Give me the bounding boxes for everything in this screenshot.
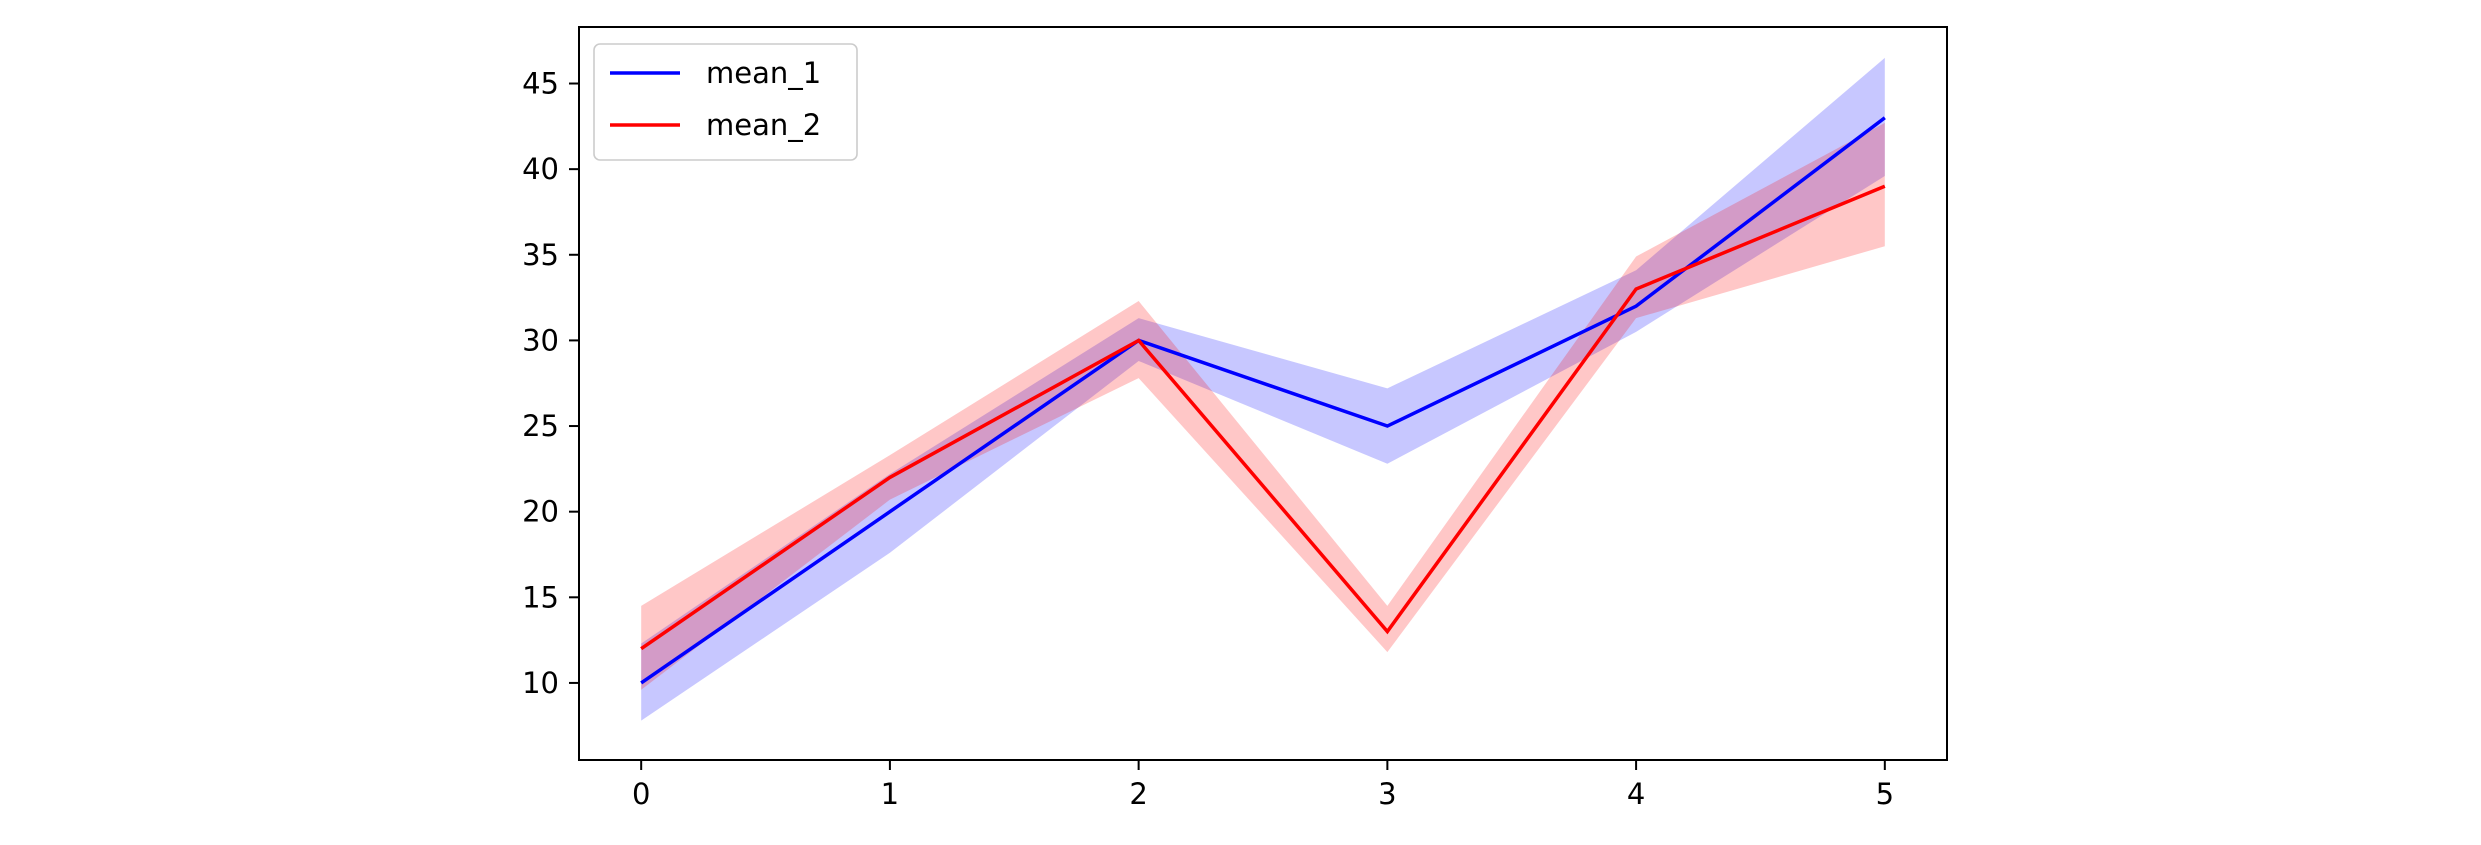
y-tick-label-45: 45 <box>522 67 559 101</box>
x-tick-label-1: 1 <box>881 777 899 811</box>
x-tick-label-3: 3 <box>1378 777 1396 811</box>
point-series-1-x0 <box>641 682 642 683</box>
point-series-2-x4 <box>1636 289 1637 290</box>
confidence-bands <box>641 57 1885 721</box>
x-tick-label-0: 0 <box>632 777 650 811</box>
point-series-2-x3 <box>1387 631 1388 632</box>
series-lines <box>640 116 1886 685</box>
point-series-2-x0 <box>641 648 642 649</box>
point-series-1-x4 <box>1636 306 1637 307</box>
band-series-1 <box>641 57 1885 721</box>
point-series-2-x1 <box>889 477 890 478</box>
point-series-2-x2 <box>1138 340 1139 341</box>
y-tick-label-40: 40 <box>522 152 559 186</box>
y-tick-label-30: 30 <box>522 323 559 357</box>
legend: mean_1 mean_2 <box>593 43 858 161</box>
point-series-1-x3 <box>1387 426 1388 427</box>
y-tick-label-20: 20 <box>522 495 559 529</box>
legend-label-mean-1: mean_1 <box>706 56 821 90</box>
line-series-1 <box>640 116 1886 685</box>
y-tick-label-15: 15 <box>522 580 559 614</box>
point-series-1-x1 <box>889 511 890 512</box>
legend-label-mean-2: mean_2 <box>706 108 821 142</box>
plot-area-frame <box>578 26 1948 761</box>
y-tick-label-25: 25 <box>522 409 559 443</box>
y-tick-label-35: 35 <box>522 238 559 272</box>
y-tick-label-10: 10 <box>522 666 559 700</box>
point-series-1-x5 <box>1884 117 1885 118</box>
line-series-2 <box>640 184 1886 651</box>
x-tick-label-2: 2 <box>1129 777 1147 811</box>
x-tick-label-5: 5 <box>1876 777 1894 811</box>
point-series-2-x5 <box>1884 186 1885 187</box>
x-tick-label-4: 4 <box>1627 777 1645 811</box>
y-axis: 10 15 20 25 30 35 40 45 <box>522 67 579 700</box>
x-axis: 0 1 2 3 4 5 <box>632 760 1894 811</box>
